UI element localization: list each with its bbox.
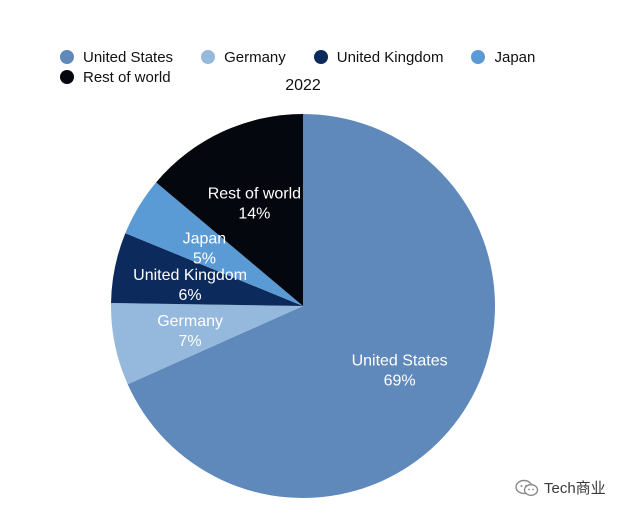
legend-item-germany: Germany [201, 48, 286, 66]
legend-label: United States [83, 48, 174, 66]
legend-label: Germany [224, 48, 286, 66]
slice-label-united-kingdom: United Kingdom [133, 267, 247, 284]
slice-value-united-states: 69% [384, 373, 416, 390]
slice-label-germany: Germany [157, 313, 223, 330]
legend-swatch [313, 50, 328, 64]
legend-label: Japan [494, 48, 536, 66]
slice-value-germany: 7% [179, 333, 202, 350]
legend-item-united-states: United States [60, 48, 173, 66]
slice-label-united-states: United States [352, 353, 448, 370]
watermark-text: Tech商业 [544, 480, 606, 497]
slice-value-japan: 5% [193, 250, 216, 267]
legend-swatch [60, 50, 74, 64]
legend-swatch [471, 50, 486, 64]
pie-slice-japan [125, 182, 303, 306]
legend-item-united-kingdom: United Kingdom [313, 48, 444, 66]
legend-label: Rest of world [83, 68, 171, 86]
legend-swatch [201, 50, 216, 64]
legend-item-japan: Japan [471, 48, 535, 66]
pie-slice-germany [110, 303, 304, 385]
legend-item-rest-of-world: Rest of world [60, 68, 171, 86]
slice-label-rest-of-world: Rest of world [208, 186, 301, 203]
slice-value-united-kingdom: 6% [179, 287, 202, 304]
wechat-icon [515, 479, 539, 496]
legend-label: United Kingdom [336, 48, 444, 66]
watermark: Tech商业 [514, 477, 606, 498]
pie-slice-rest-of-world [156, 114, 303, 306]
chart-title: 2022 [285, 77, 321, 94]
chart-legend: United States Germany United Kingdom Jap… [60, 48, 580, 86]
legend-swatch [60, 70, 74, 84]
slice-label-japan: Japan [183, 230, 227, 247]
pie-slice-united-states [127, 114, 495, 498]
slice-value-rest-of-world: 14% [238, 206, 270, 223]
pie-slice-united-kingdom [111, 233, 304, 306]
